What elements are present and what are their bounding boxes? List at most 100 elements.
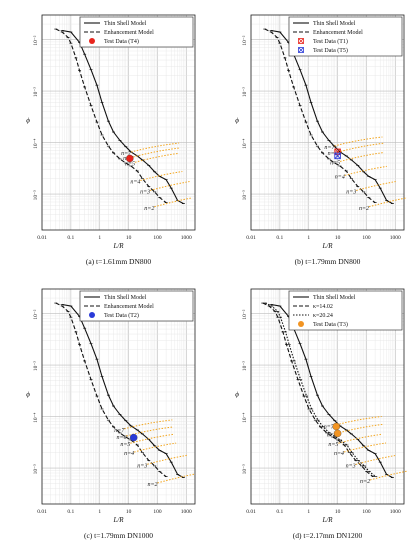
y-tick-label: 10⁻⁵ <box>33 464 39 474</box>
y-tick-label: 10⁻⁵ <box>33 190 39 200</box>
test-data-point <box>126 154 134 163</box>
enhancement-line <box>264 28 376 204</box>
thin-shell-line <box>271 303 393 479</box>
x-tick-label: 100 <box>153 509 162 515</box>
mode-label: n=2 <box>360 479 370 485</box>
mode-label: n=5 <box>330 160 340 166</box>
mode-label: n=7 <box>121 151 132 157</box>
x-tick-label: 100 <box>362 509 371 515</box>
mode-label: n=4 <box>124 450 134 457</box>
legend-label: Test Data (T3) <box>313 321 348 328</box>
y-tick-label: 10⁻⁴ <box>33 138 39 148</box>
panel-caption: (a) t=1.61mm DN800 <box>86 257 152 266</box>
y-tick-label: 10⁻³ <box>33 361 39 371</box>
y-axis-label: ϕ <box>235 391 239 399</box>
y-tick-label: 10⁻² <box>242 35 248 45</box>
legend-label: Enhancement Model <box>104 30 154 36</box>
chart-panel-c: 0.01 0.1 1 10 100 1000 10⁻² 10⁻³ 10⁻⁴ 10⁻⁵ L/R ϕ n=7… <box>26 288 196 540</box>
mode-label: n=2 <box>144 206 154 212</box>
y-tick-label: 10⁻³ <box>242 361 248 371</box>
legend-label: Enhancement Model <box>313 30 363 36</box>
y-tick-label: 10⁻² <box>242 309 248 319</box>
legend-label: Enhancement Model <box>104 304 154 310</box>
mode-label: n=3 <box>346 189 356 195</box>
chart-panel-d: 0.01 0.1 1 10 100 1000 10⁻² 10⁻³ 10⁻⁴ 10⁻⁵ L/R ϕ n=7… <box>235 288 409 540</box>
mode-curve <box>133 442 177 453</box>
y-tick-label: 10⁻³ <box>242 87 248 97</box>
test-data-point <box>333 429 342 438</box>
legend-swatch <box>298 321 304 327</box>
mode-label: n=5 <box>328 442 338 448</box>
legend-swatch-cross <box>298 38 304 44</box>
mode-curve <box>343 442 387 453</box>
mode-label: n=2 <box>359 206 369 212</box>
x-tick-label: 1 <box>98 235 101 241</box>
x-tick-label: 0.01 <box>37 509 47 515</box>
mode-curve <box>126 426 173 437</box>
test-data-point <box>334 148 341 156</box>
legend-swatch-cross <box>298 47 304 53</box>
mode-label: n=5 <box>125 161 135 167</box>
legend-label: κ=14.02 <box>313 304 333 310</box>
mode-label: n=7 <box>324 425 335 431</box>
plot-frame <box>250 14 405 231</box>
x-tick-label: 0.1 <box>276 235 283 241</box>
legend-swatch <box>298 38 304 44</box>
plot-frame <box>250 288 405 505</box>
mode-label: n=3 <box>137 463 147 469</box>
y-tick-label: 10⁻⁵ <box>242 190 248 200</box>
mode-curve <box>134 152 180 163</box>
y-axis-label: ϕ <box>235 117 239 125</box>
mode-curve <box>369 470 409 481</box>
mode-label: n=4 <box>130 179 140 186</box>
y-tick-label: 10⁻² <box>33 35 39 45</box>
test-data-point <box>334 152 341 160</box>
y-tick-label: 10⁻³ <box>33 87 39 97</box>
x-axis-label: L/R <box>321 242 333 250</box>
mode-curve <box>140 171 183 181</box>
x-tick-label: 1000 <box>181 235 192 241</box>
mode-curve <box>356 180 397 191</box>
mode-curve <box>154 197 193 208</box>
mode-label: n=7 <box>114 428 125 434</box>
y-tick-label: 10⁻⁵ <box>242 464 248 474</box>
x-tick-label: 1 <box>307 235 310 241</box>
x-tick-label: 1000 <box>390 235 401 241</box>
mode-curve <box>334 136 383 147</box>
legend-swatch <box>89 312 95 318</box>
enhancement-line <box>55 28 167 204</box>
panel-caption: (d) t=2.17mm DN1200 <box>293 531 363 540</box>
mode-label: n=2 <box>147 482 157 488</box>
x-tick-label: 10 <box>335 509 341 515</box>
legend-label: Thin Shell Model <box>313 295 356 301</box>
legend-label: Thin Shell Model <box>104 295 147 301</box>
x-tick-label: 10 <box>126 235 132 241</box>
x-tick-label: 0.1 <box>67 235 74 241</box>
x-tick-label: 0.1 <box>67 509 74 515</box>
mode-label: n=4 <box>334 450 344 457</box>
x-axis-label: L/R <box>321 516 333 524</box>
test-data-point <box>332 422 341 431</box>
x-tick-label: 1000 <box>181 509 192 515</box>
y-tick-label: 10⁻⁴ <box>33 412 39 422</box>
mode-curve <box>130 142 180 153</box>
mode-curve <box>337 142 384 153</box>
legend-label: Test Data (T5) <box>313 47 348 54</box>
mode-curve <box>339 151 385 162</box>
test-data-point <box>129 433 138 442</box>
kappa-14-line <box>262 302 374 478</box>
x-tick-label: 0.01 <box>246 509 256 515</box>
y-tick-label: 10⁻⁴ <box>242 138 248 148</box>
chart-panel-b: 0.01 0.1 1 10 100 1000 10⁻² 10⁻³ 10⁻⁴ 10⁻⁵ L/R ϕ n=7… <box>235 14 408 266</box>
x-tick-label: 100 <box>362 235 371 241</box>
mode-curve <box>157 473 196 484</box>
mode-curve <box>149 180 191 191</box>
legend-label: κ=20.24 <box>313 313 333 319</box>
mode-label: n=4 <box>335 173 345 180</box>
x-tick-label: 1 <box>307 509 310 515</box>
thin-shell-line <box>271 29 393 205</box>
y-axis-label: ϕ <box>26 117 30 125</box>
mode-curve <box>368 197 408 208</box>
x-axis-label: L/R <box>112 242 124 250</box>
